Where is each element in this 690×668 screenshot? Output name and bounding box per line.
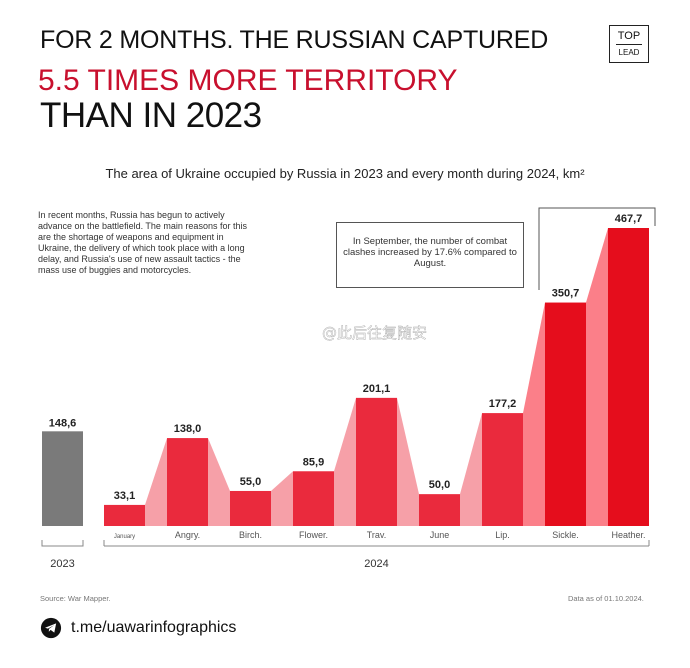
bracket-2023 [41,540,84,547]
bar-2 [167,438,208,526]
bar-8 [545,302,586,526]
value-label-1: 33,1 [114,490,135,502]
top-lead-logo: TOP LEAD [609,25,649,63]
connector-7 [586,228,608,526]
september-callout: In September, the number of combat clash… [336,222,524,288]
bar-1 [104,504,145,526]
bar-9 [608,228,649,526]
value-label-7: 177,2 [489,398,517,410]
connector-4 [397,397,419,526]
value-label-3: 55,0 [240,476,261,488]
connector-0 [145,438,167,526]
category-label-2: Angry. [175,530,200,540]
emphasis-bracket [538,207,656,290]
value-label-8: 350,7 [552,288,580,300]
value-label-2023: 148,6 [49,417,77,429]
telegram-link[interactable]: t.me/uawarinfographics [40,616,236,640]
value-label-2: 138,0 [174,423,202,435]
connector-6 [523,302,545,526]
headline-line-2: 5.5 TIMES MORE TERRITORY [38,64,458,97]
connector-2 [271,471,293,526]
headline-line-1: FOR 2 MONTHS. THE RUSSIAN CAPTURED [40,26,549,54]
category-label-5: Trav. [367,530,387,540]
category-label-7: Lip. [495,530,510,540]
connector-3 [334,397,356,526]
bar-7 [482,413,523,526]
category-label-1: January [114,534,135,540]
category-label-8: Sickle. [552,530,579,540]
value-label-9: 467,7 [615,213,643,225]
logo-divider [616,43,642,45]
telegram-icon [40,617,62,639]
category-label-4: Flower. [299,530,328,540]
connector-5 [460,413,482,526]
bar-3 [230,490,271,526]
data-date-label: Data as of 01.10.2024. [568,594,644,603]
bar-6 [419,494,460,526]
value-label-4: 85,9 [303,456,324,468]
value-label-6: 50,0 [429,479,450,491]
headline-line-3: THAN IN 2023 [40,96,262,135]
bar-4 [293,471,334,526]
connector-1 [208,438,230,526]
source-label: Source: War Mapper. [40,594,111,603]
category-label-6: June [430,530,450,540]
category-label-3: Birch. [239,530,262,540]
category-label-9: Heather. [611,530,645,540]
watermark-text: @此后往复随安 [322,324,427,342]
chart-subtitle: The area of Ukraine occupied by Russia i… [105,166,585,181]
telegram-url: t.me/uawarinfographics [71,619,237,636]
value-label-5: 201,1 [363,383,391,395]
bar-5 [356,397,397,526]
group-label-2024: 2024 [364,558,388,570]
group-label-2023: 2023 [50,558,74,570]
bar-2023 [42,431,83,526]
bracket-2024 [103,540,650,547]
logo-bottom-text: LEAD [618,47,640,57]
logo-top-text: TOP [617,29,641,42]
context-note: In recent months, Russia has begun to ac… [38,210,247,275]
